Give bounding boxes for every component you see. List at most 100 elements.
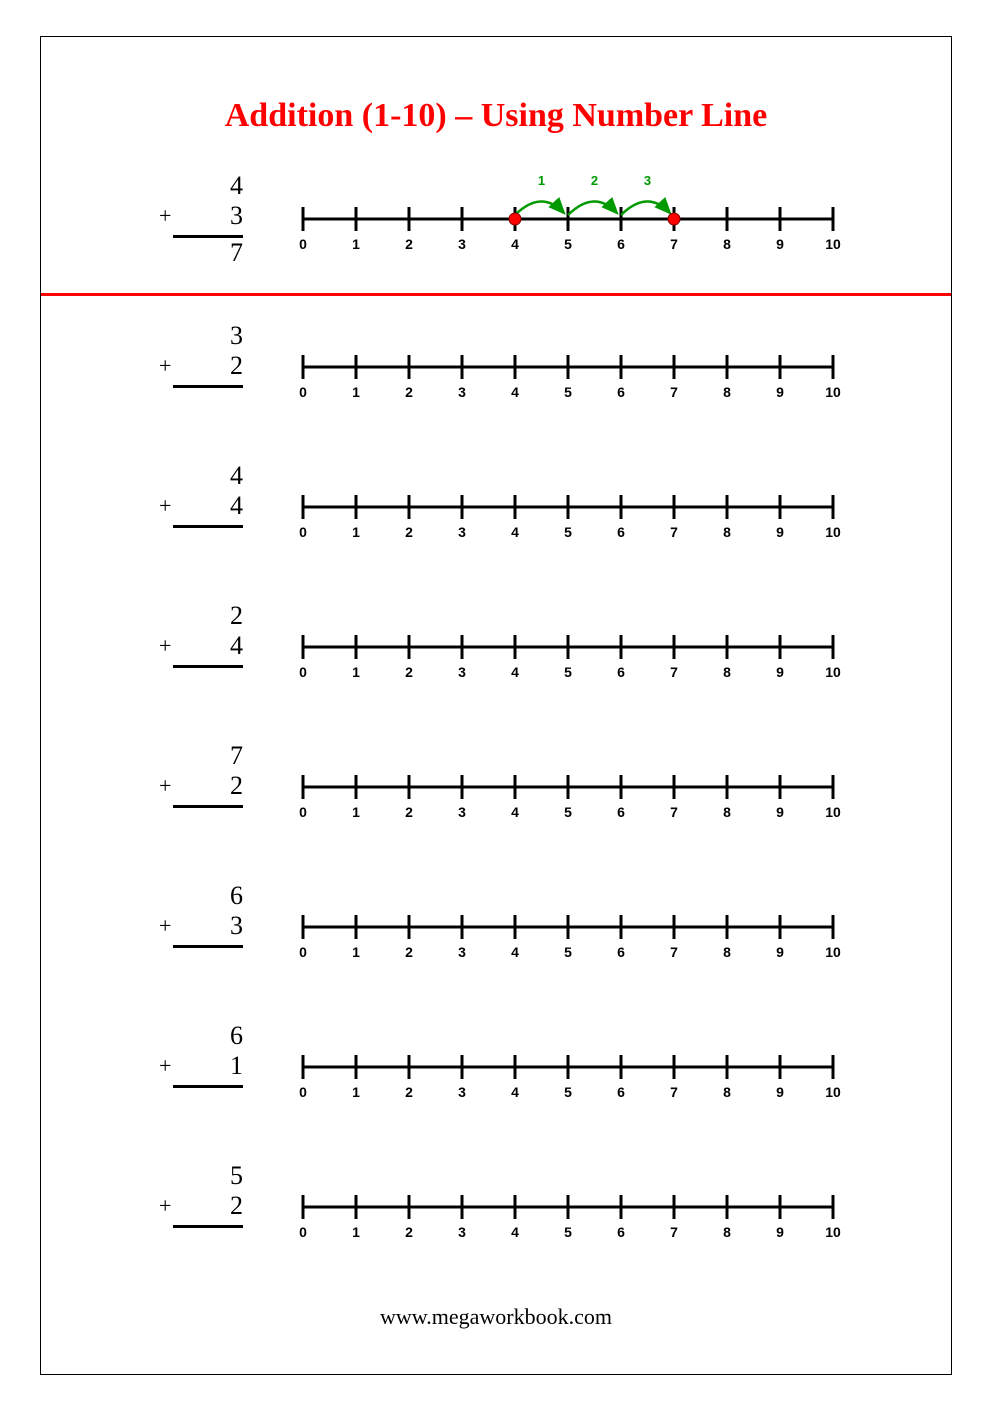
svg-text:8: 8 <box>723 236 731 252</box>
svg-text:3: 3 <box>458 236 466 252</box>
svg-text:5: 5 <box>564 236 572 252</box>
addend-2: 2 <box>171 351 243 381</box>
number-line: 012345678910 <box>291 1185 845 1241</box>
problem-row: 61+012345678910 <box>151 1007 859 1147</box>
plus-sign: + <box>159 913 171 939</box>
svg-text:8: 8 <box>723 664 731 680</box>
svg-text:3: 3 <box>458 1224 466 1240</box>
sum-rule <box>173 385 243 388</box>
addition-expression: 32+ <box>151 307 271 388</box>
number-line: 012345678910 <box>291 485 845 541</box>
svg-text:9: 9 <box>776 944 784 960</box>
svg-text:6: 6 <box>617 236 625 252</box>
addition-expression: 63+ <box>151 867 271 948</box>
svg-text:6: 6 <box>617 664 625 680</box>
svg-text:2: 2 <box>405 944 413 960</box>
svg-text:7: 7 <box>670 944 678 960</box>
worksheet-title: Addition (1-10) – Using Number Line <box>41 97 951 135</box>
addend-1: 6 <box>171 1021 243 1051</box>
svg-text:6: 6 <box>617 524 625 540</box>
addend-1: 3 <box>171 321 243 351</box>
svg-text:7: 7 <box>670 1084 678 1100</box>
svg-text:0: 0 <box>299 944 307 960</box>
footer-url: www.megaworkbook.com <box>41 1304 951 1330</box>
plus-sign: + <box>159 493 171 519</box>
svg-text:3: 3 <box>458 664 466 680</box>
problem-row: 43+7012345678910123 <box>151 157 859 297</box>
svg-text:1: 1 <box>352 664 360 680</box>
svg-text:0: 0 <box>299 664 307 680</box>
svg-text:3: 3 <box>458 804 466 820</box>
plus-sign: + <box>159 633 171 659</box>
svg-text:6: 6 <box>617 804 625 820</box>
svg-text:9: 9 <box>776 524 784 540</box>
worksheet-page: Addition (1-10) – Using Number Line 43+7… <box>0 0 992 1403</box>
addend-1: 4 <box>171 171 243 201</box>
addition-expression: 72+ <box>151 727 271 808</box>
number-line: 012345678910 <box>291 345 845 401</box>
svg-text:0: 0 <box>299 524 307 540</box>
svg-text:10: 10 <box>825 1084 841 1100</box>
svg-text:8: 8 <box>723 524 731 540</box>
plus-sign: + <box>159 773 171 799</box>
svg-text:10: 10 <box>825 664 841 680</box>
svg-text:7: 7 <box>670 524 678 540</box>
svg-text:5: 5 <box>564 524 572 540</box>
number-line: 012345678910 <box>291 625 845 681</box>
svg-text:0: 0 <box>299 1084 307 1100</box>
svg-text:10: 10 <box>825 384 841 400</box>
addend-2: 3 <box>171 201 243 231</box>
svg-text:5: 5 <box>564 944 572 960</box>
svg-text:3: 3 <box>458 524 466 540</box>
number-line-wrap: 012345678910 <box>291 447 859 541</box>
svg-text:1: 1 <box>352 236 360 252</box>
svg-text:10: 10 <box>825 804 841 820</box>
svg-text:2: 2 <box>405 1224 413 1240</box>
svg-text:5: 5 <box>564 664 572 680</box>
sum-rule <box>173 665 243 668</box>
svg-text:2: 2 <box>405 524 413 540</box>
svg-text:0: 0 <box>299 236 307 252</box>
svg-text:4: 4 <box>511 236 519 252</box>
number-line-wrap: 012345678910 <box>291 867 859 961</box>
addend-2: 1 <box>171 1051 243 1081</box>
svg-text:7: 7 <box>670 804 678 820</box>
svg-text:4: 4 <box>511 384 519 400</box>
svg-text:6: 6 <box>617 944 625 960</box>
svg-text:3: 3 <box>644 173 651 188</box>
svg-text:1: 1 <box>538 173 545 188</box>
addend-1: 4 <box>171 461 243 491</box>
svg-text:1: 1 <box>352 524 360 540</box>
svg-text:9: 9 <box>776 1084 784 1100</box>
problem-row: 24+012345678910 <box>151 587 859 727</box>
svg-text:2: 2 <box>405 664 413 680</box>
svg-text:4: 4 <box>511 804 519 820</box>
answer-value: 7 <box>171 238 243 268</box>
addend-2: 4 <box>171 631 243 661</box>
number-line: 012345678910123 <box>291 169 845 253</box>
svg-text:6: 6 <box>617 1224 625 1240</box>
svg-text:2: 2 <box>405 384 413 400</box>
addend-2: 2 <box>171 771 243 801</box>
svg-text:9: 9 <box>776 236 784 252</box>
sum-rule <box>173 805 243 808</box>
addend-1: 6 <box>171 881 243 911</box>
number-line-wrap: 012345678910 <box>291 727 859 821</box>
svg-text:0: 0 <box>299 384 307 400</box>
svg-text:7: 7 <box>670 236 678 252</box>
svg-text:3: 3 <box>458 384 466 400</box>
number-line-wrap: 012345678910 <box>291 1147 859 1241</box>
svg-text:1: 1 <box>352 1224 360 1240</box>
svg-text:1: 1 <box>352 384 360 400</box>
number-line: 012345678910 <box>291 905 845 961</box>
addend-1: 7 <box>171 741 243 771</box>
problems-container: 43+701234567891012332+01234567891044+012… <box>41 157 951 1287</box>
svg-text:8: 8 <box>723 384 731 400</box>
svg-text:5: 5 <box>564 384 572 400</box>
svg-text:1: 1 <box>352 944 360 960</box>
addend-2: 3 <box>171 911 243 941</box>
svg-text:9: 9 <box>776 664 784 680</box>
svg-text:4: 4 <box>511 1084 519 1100</box>
svg-text:3: 3 <box>458 944 466 960</box>
svg-text:8: 8 <box>723 944 731 960</box>
